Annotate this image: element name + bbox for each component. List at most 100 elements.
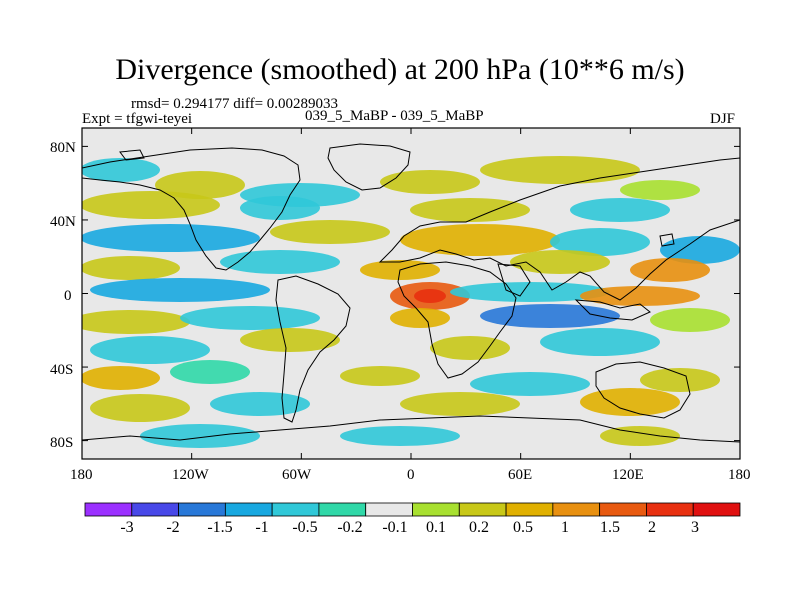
field-contour	[82, 310, 190, 334]
field-contour	[430, 336, 510, 360]
colorbar-label: 1.5	[600, 519, 620, 536]
field-contour	[640, 368, 720, 392]
field-contour	[270, 220, 390, 244]
x-tick-label: 0	[407, 467, 415, 483]
colorbar-label: -1.5	[207, 519, 233, 536]
field-contour	[550, 228, 650, 256]
field-contour	[540, 328, 660, 356]
field-contour	[82, 256, 180, 280]
field-contour	[480, 304, 620, 328]
field-contour	[400, 224, 560, 256]
field-contour	[180, 306, 320, 330]
plot-title: Divergence (smoothed) at 200 hPa (10**6 …	[115, 53, 685, 86]
field-contour	[82, 224, 260, 252]
x-tick-label: 120W	[172, 467, 209, 483]
coastline-south-america	[275, 275, 351, 423]
field-contour	[380, 170, 480, 194]
colorbar-label: -1	[255, 519, 269, 536]
comparison-label: 039_5_MaBP - 039_5_MaBP	[305, 108, 484, 124]
axis-ticks	[81, 128, 741, 459]
field-contour	[340, 426, 460, 446]
x-tick-label: 120E	[612, 467, 644, 483]
field-contour	[240, 196, 320, 220]
field-contour	[82, 366, 160, 390]
colorbar-label: 0.1	[426, 519, 446, 536]
coastlines	[82, 143, 740, 443]
field-contour	[210, 392, 310, 416]
y-tick-label: 80S	[50, 435, 74, 451]
colorbar-swatch	[692, 502, 741, 517]
colorbar-swatch	[178, 502, 226, 517]
colorbar-swatch	[505, 502, 554, 517]
field-contour	[580, 286, 700, 306]
coastline-island-1	[119, 149, 145, 161]
colorbar-label: 0.5	[513, 519, 533, 536]
field-contour	[140, 424, 260, 448]
experiment-label: Expt = tfgwi-teyei	[82, 111, 193, 127]
field-contour	[90, 336, 210, 364]
field-contour	[660, 236, 740, 264]
coastline-arabia	[497, 263, 531, 297]
colorbar-swatch	[318, 502, 367, 517]
field-contour	[570, 198, 670, 222]
colorbar-label: -0.1	[382, 519, 408, 536]
colorbar-swatch	[365, 502, 413, 517]
season-label: DJF	[710, 111, 736, 127]
colorbar-label: -0.2	[337, 519, 363, 536]
field-contour	[450, 282, 610, 302]
y-tick-label: 40S	[50, 362, 74, 378]
x-tick-label: 60W	[282, 467, 312, 483]
field-contour	[630, 258, 710, 282]
field-contour	[390, 308, 450, 328]
field-contour	[82, 191, 220, 219]
field-contour	[400, 392, 520, 416]
field-contour	[470, 372, 590, 396]
colorbar-swatch	[224, 502, 273, 517]
x-tick-label: 180	[728, 467, 751, 483]
field-contour	[240, 328, 340, 352]
colorbar-label: -2	[166, 519, 180, 536]
colorbar-swatch	[599, 502, 647, 517]
colorbar-swatch	[84, 502, 133, 517]
coastline-maritime	[574, 299, 651, 321]
y-tick-label: 80N	[50, 140, 76, 156]
field-contour	[90, 278, 270, 302]
field-contour	[650, 308, 730, 332]
colorbar-label: -0.5	[292, 519, 318, 536]
field-contour	[410, 198, 530, 222]
y-tick-label: 40N	[50, 214, 76, 230]
colorbar	[84, 502, 741, 517]
coastline-north-america	[82, 147, 301, 271]
coastline-eurasia	[378, 157, 740, 301]
field-contour	[220, 250, 340, 274]
field-contour	[414, 289, 446, 303]
colorbar-label: 0.2	[469, 519, 489, 536]
field-contour	[90, 394, 190, 422]
colorbar-swatch	[271, 502, 320, 517]
colorbar-swatch	[646, 502, 694, 517]
coastline-australia	[595, 361, 691, 419]
colorbar-swatch	[131, 502, 179, 517]
field-contour	[480, 156, 640, 184]
x-tick-label: 60E	[508, 467, 533, 483]
field-contour	[82, 158, 160, 182]
field-contour	[580, 388, 680, 416]
field-contour	[600, 426, 680, 446]
colorbar-label: -3	[120, 519, 134, 536]
coastline-greenland	[327, 143, 411, 191]
coastline-africa	[397, 261, 517, 379]
x-tick-label: 180	[70, 467, 93, 483]
stats-text: rmsd= 0.294177 diff= 0.00289033	[131, 96, 339, 112]
y-tick-label: 0	[64, 288, 72, 304]
colorbar-swatch	[412, 502, 460, 517]
field-contour	[170, 360, 250, 384]
colorbar-label: 3	[691, 519, 699, 536]
field-contour	[620, 180, 700, 200]
colorbar-swatch	[458, 502, 507, 517]
colorbar-swatch	[552, 502, 601, 517]
coastline-island-2	[659, 233, 675, 247]
field-contour	[340, 366, 420, 386]
divergence-field	[82, 156, 740, 448]
field-contour	[155, 171, 245, 199]
